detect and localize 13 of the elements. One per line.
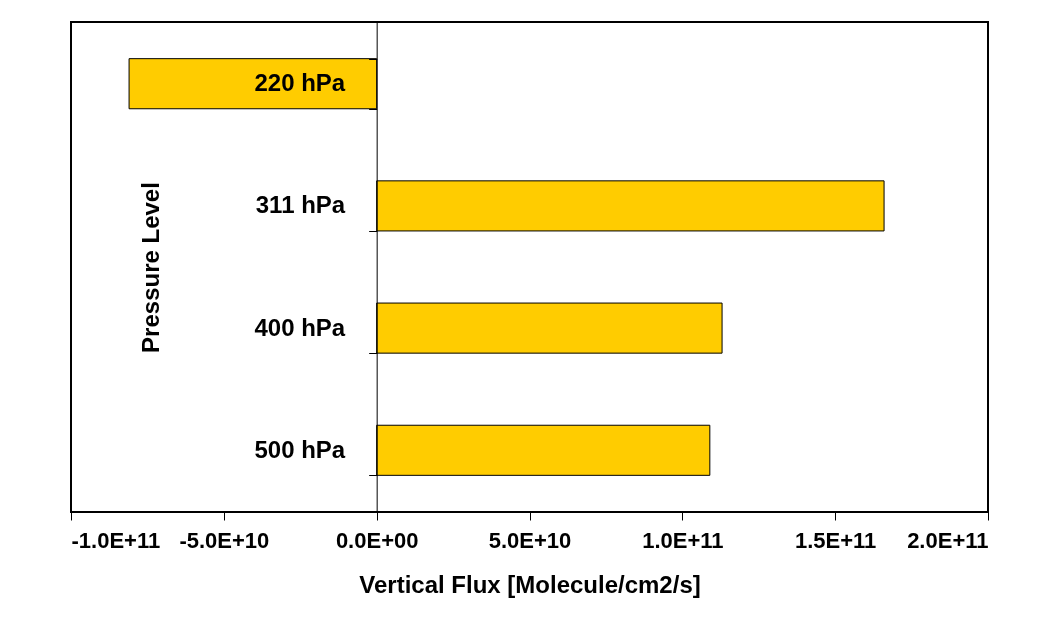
y-tick-label: 311 hPa (255, 191, 346, 219)
y-tick-label: 220 hPa (254, 69, 346, 97)
x-tick-label: -5.0E+10 (179, 527, 270, 553)
x-tick-label: 5.0E+10 (488, 527, 572, 553)
x-tick-label: 2.0E+11 (907, 527, 989, 553)
x-tick-label: -1.0E+11 (71, 527, 161, 553)
x-tick-label: 0.0E+00 (335, 527, 419, 553)
x-axis-title: Vertical Flux [Molecule/cm2/s] (359, 570, 701, 598)
x-tick-label: 1.0E+11 (642, 527, 724, 553)
x-tick-label: 1.5E+11 (794, 527, 877, 553)
y-axis-title: Pressure Level (137, 182, 165, 353)
y-tick-label: 400 hPa (254, 313, 346, 341)
y-tick-label: 500 hPa (254, 435, 346, 463)
